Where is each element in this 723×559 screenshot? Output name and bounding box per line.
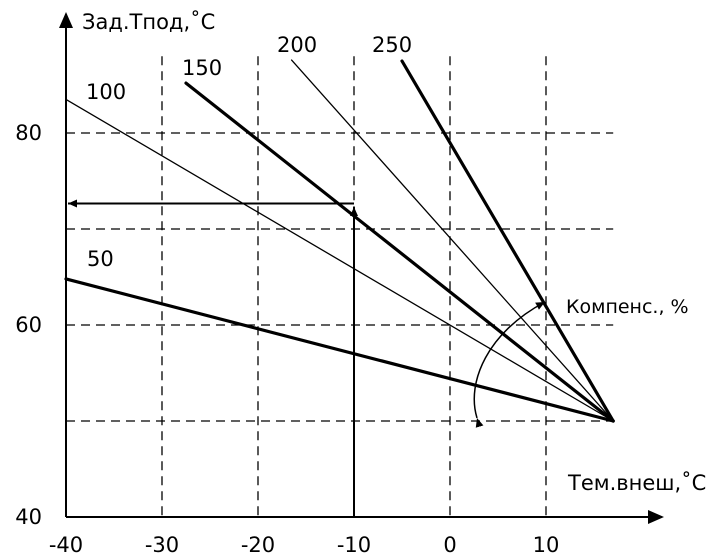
- curve-50: [64, 277, 615, 423]
- curve-labels: 50 100 150 200 250: [86, 33, 412, 271]
- x-tick-label: -40: [49, 533, 83, 557]
- grid-lines: [66, 56, 614, 517]
- curve-150: [184, 81, 615, 423]
- axes: [59, 12, 664, 524]
- y-tick-label: 40: [15, 505, 42, 529]
- x-tick-label: -10: [337, 533, 371, 557]
- example-lookup: [68, 199, 358, 517]
- y-axis-arrowhead: [59, 12, 73, 28]
- curve-label-250: 250: [372, 33, 412, 57]
- y-tick-label: 80: [15, 121, 42, 145]
- compensation-annotation: Компенс., %: [473, 296, 689, 428]
- y-axis-title: Зад.Тпод,˚C: [82, 10, 215, 34]
- curves: [64, 59, 615, 423]
- curve-label-200: 200: [277, 33, 317, 57]
- compensation-label: Компенс., %: [566, 296, 689, 318]
- curve-label-100: 100: [86, 80, 126, 104]
- curve-label-150: 150: [182, 56, 222, 80]
- x-tick-label: 10: [533, 533, 560, 557]
- curve-label-50: 50: [87, 247, 114, 271]
- x-axis-title: Тем.внеш,˚C: [567, 471, 706, 495]
- tick-labels: -40 -30 -20 -10 0 10 40 60 80: [15, 121, 559, 557]
- x-tick-label: 0: [443, 533, 456, 557]
- curve-100: [65, 98, 614, 422]
- y-tick-label: 60: [15, 313, 42, 337]
- x-tick-label: -30: [145, 533, 179, 557]
- curve-250: [400, 59, 615, 423]
- x-tick-label: -20: [241, 533, 275, 557]
- compensation-arc: [473, 301, 546, 428]
- curve-200: [290, 59, 614, 422]
- x-axis-arrowhead: [648, 510, 664, 524]
